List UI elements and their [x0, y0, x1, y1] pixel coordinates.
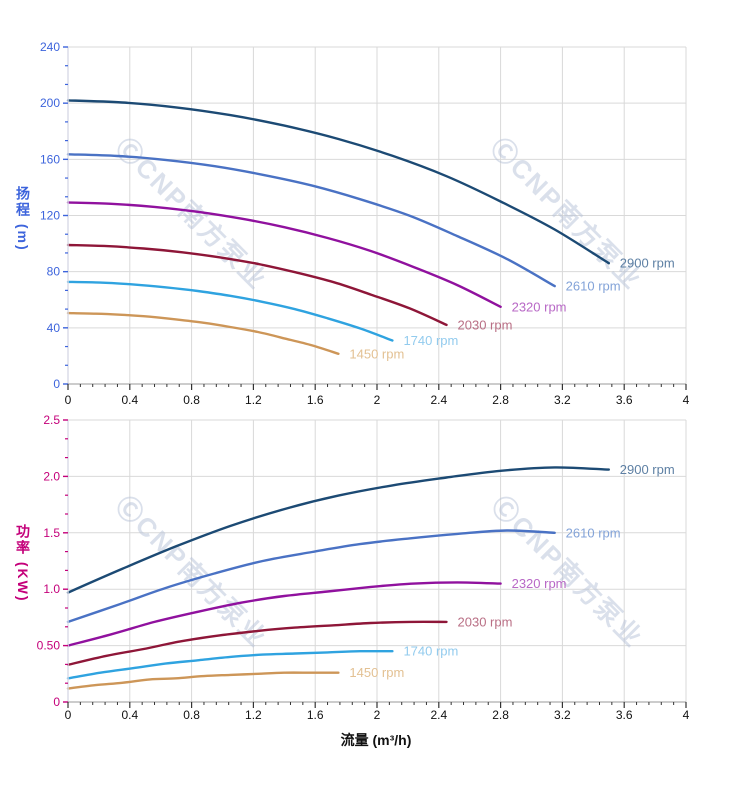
x-tick-label: 0 — [65, 393, 72, 407]
x-tick-label: 1.6 — [307, 393, 324, 407]
y-tick-label: 0 — [53, 695, 60, 709]
y-tick-label: 120 — [40, 209, 60, 223]
curve-2610-rpm — [66, 529, 556, 624]
curve-label-2030-rpm: 2030 rpm — [458, 317, 513, 332]
curve-label-2610-rpm: 2610 rpm — [566, 525, 621, 540]
y-tick-label: 80 — [47, 265, 61, 279]
x-tick-label: 4 — [683, 708, 690, 722]
power-axis-title: 功率 (KW) — [15, 524, 31, 603]
x-tick-label: 1.2 — [245, 708, 262, 722]
x-tick-label: 1.2 — [245, 393, 262, 407]
curve-2610-rpm — [66, 153, 556, 288]
curve-label-2610-rpm: 2610 rpm — [566, 279, 621, 294]
curve-2030-rpm — [66, 620, 448, 666]
curve-1450-rpm — [66, 311, 340, 355]
curve-2320-rpm — [66, 581, 502, 647]
x-tick-label: 2 — [374, 708, 381, 722]
curve-label-1450-rpm: 1450 rpm — [349, 665, 404, 680]
curve-label-1740-rpm: 1740 rpm — [403, 333, 458, 348]
x-tick-label: 3.2 — [554, 708, 571, 722]
x-tick-label: 3.6 — [616, 708, 633, 722]
y-tick-label: 2.0 — [43, 469, 60, 483]
curve-2900-rpm — [66, 99, 610, 265]
x-tick-label: 0 — [65, 708, 72, 722]
x-tick-label: 4 — [683, 393, 690, 407]
curve-label-2030-rpm: 2030 rpm — [458, 614, 513, 629]
y-tick-label: 1.5 — [43, 526, 60, 540]
x-tick-label: 1.6 — [307, 708, 324, 722]
curve-2900-rpm — [66, 466, 610, 594]
curve-2320-rpm — [66, 201, 502, 308]
x-tick-label: 0.8 — [183, 708, 200, 722]
y-tick-label: 0.50 — [37, 639, 61, 653]
y-tick-label: 2.5 — [43, 413, 60, 427]
curve-1740-rpm — [66, 649, 394, 680]
curve-label-2900-rpm: 2900 rpm — [620, 256, 675, 271]
curve-label-1740-rpm: 1740 rpm — [403, 644, 458, 659]
curve-label-2900-rpm: 2900 rpm — [620, 462, 675, 477]
x-tick-label: 0.8 — [183, 393, 200, 407]
curve-label-2320-rpm: 2320 rpm — [512, 299, 567, 314]
y-tick-label: 160 — [40, 152, 60, 166]
y-tick-label: 40 — [47, 321, 61, 335]
curve-1740-rpm — [66, 280, 394, 342]
x-tick-label: 3.6 — [616, 393, 633, 407]
y-tick-label: 200 — [40, 96, 60, 110]
x-tick-label: 0.4 — [121, 708, 138, 722]
watermark: ⒸCNP南方泵业 — [485, 132, 648, 295]
x-tick-label: 3.2 — [554, 393, 571, 407]
y-tick-label: 240 — [40, 40, 60, 54]
x-tick-label: 0.4 — [121, 393, 138, 407]
x-tick-label: 2.8 — [492, 708, 509, 722]
flow-axis-title: 流量 (m³/h) — [340, 732, 412, 748]
x-tick-label: 2.8 — [492, 393, 509, 407]
x-tick-label: 2.4 — [430, 708, 447, 722]
curve-1450-rpm — [66, 671, 340, 690]
curve-label-1450-rpm: 1450 rpm — [349, 346, 404, 361]
y-tick-label: 1.0 — [43, 582, 60, 596]
y-tick-label: 0 — [53, 377, 60, 391]
x-tick-label: 2.4 — [430, 393, 447, 407]
x-tick-label: 2 — [374, 393, 381, 407]
head-axis-title: 扬程 (m) — [15, 186, 31, 252]
curve-2030-rpm — [66, 243, 448, 327]
curve-label-2320-rpm: 2320 rpm — [512, 576, 567, 591]
